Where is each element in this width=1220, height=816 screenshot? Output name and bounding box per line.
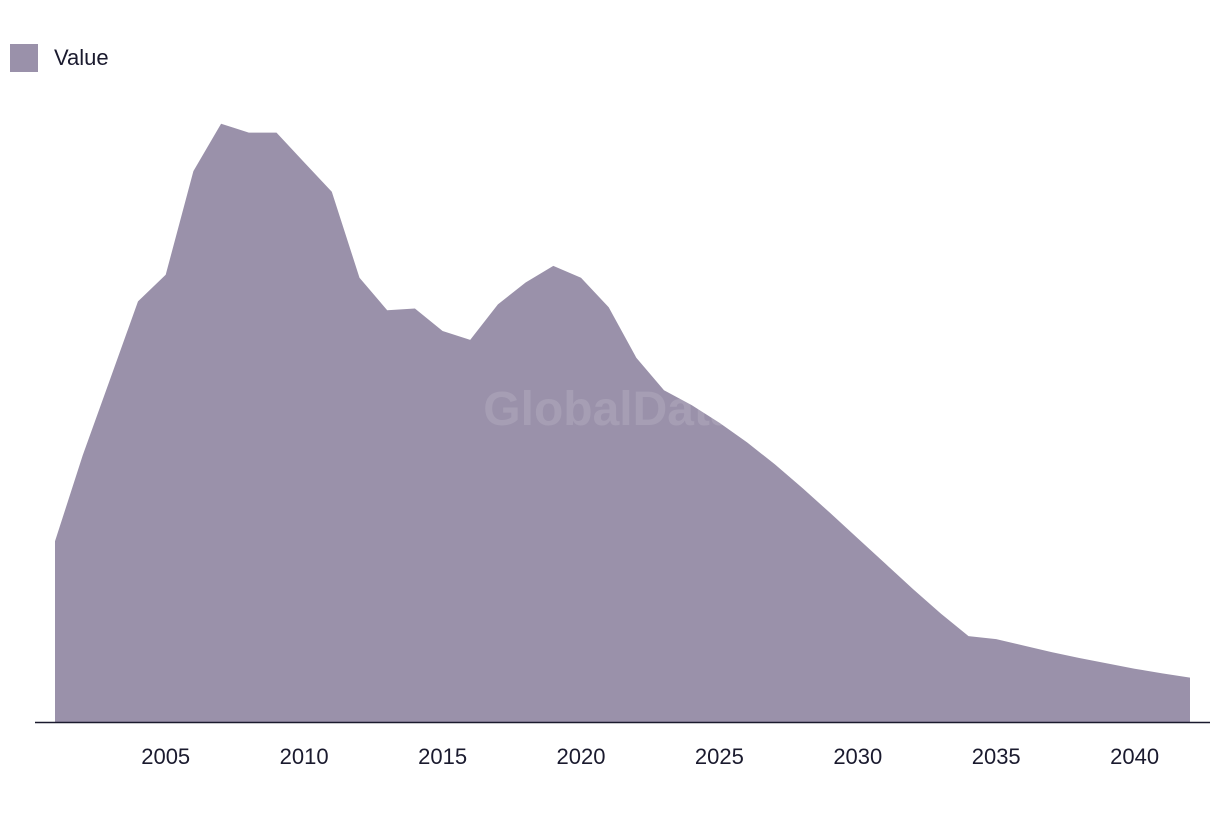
x-tick-label: 2035 xyxy=(972,744,1021,769)
x-tick-label: 2015 xyxy=(418,744,467,769)
legend-swatch xyxy=(10,44,38,72)
x-tick-label: 2005 xyxy=(141,744,190,769)
area-series-value xyxy=(55,123,1190,722)
legend: Value xyxy=(10,44,109,72)
legend-label: Value xyxy=(54,45,109,70)
x-tick-label: 2010 xyxy=(280,744,329,769)
area-layer xyxy=(55,123,1190,722)
x-tick-label: 2025 xyxy=(695,744,744,769)
x-tick-label: 2020 xyxy=(557,744,606,769)
x-tick-label: 2040 xyxy=(1110,744,1159,769)
x-tick-label: 2030 xyxy=(833,744,882,769)
x-axis-ticks: 2005 2010 2015 2020 2025 2030 2035 2040 xyxy=(141,744,1159,769)
watermark: GlobalData xyxy=(483,383,737,436)
